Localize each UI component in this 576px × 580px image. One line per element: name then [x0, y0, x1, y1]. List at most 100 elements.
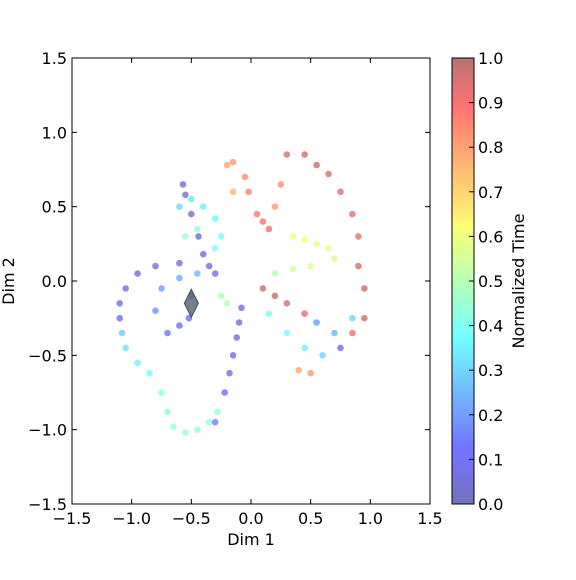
data-point: [211, 215, 219, 222]
x-tick-label: 1.5: [417, 509, 442, 528]
data-point: [164, 329, 171, 337]
y-tick-label: −0.5: [28, 346, 67, 365]
data-point: [331, 329, 338, 337]
data-point: [283, 151, 291, 158]
x-axis-label: Dim 1: [227, 530, 275, 549]
data-point: [176, 274, 183, 282]
data-points: [116, 151, 368, 436]
data-point: [307, 369, 315, 377]
data-point: [325, 245, 332, 252]
data-point: [176, 322, 183, 329]
colorbar-tick-label: 0.0: [478, 495, 503, 514]
colorbar-tick-label: 0.5: [478, 272, 503, 291]
data-point: [211, 418, 219, 426]
data-point: [331, 255, 338, 262]
data-point: [179, 181, 187, 188]
data-point: [355, 233, 362, 240]
data-point: [271, 270, 279, 277]
y-axis: −1.5 −1.0 −0.5 0.0 0.5 1.0 1.5: [28, 49, 430, 514]
data-point: [277, 181, 285, 188]
data-point: [313, 240, 320, 248]
data-point: [229, 352, 237, 359]
data-point: [134, 270, 141, 277]
data-point: [259, 218, 267, 225]
data-point: [194, 426, 201, 434]
data-point: [176, 259, 183, 267]
data-point: [182, 191, 189, 199]
data-point: [182, 429, 189, 436]
y-tick-label: −1.5: [28, 495, 67, 514]
data-point: [265, 310, 273, 318]
data-point: [223, 161, 231, 169]
y-tick-label: 0.0: [42, 272, 67, 291]
data-point: [122, 344, 129, 352]
data-point: [195, 233, 202, 240]
data-point: [214, 408, 221, 416]
data-point: [337, 188, 344, 196]
y-tick-label: −1.0: [28, 421, 67, 440]
colorbar-tick-label: 1.0: [478, 49, 503, 68]
data-point: [233, 334, 240, 341]
colorbar-ticks: 0.0 0.1 0.2 0.3 0.4 0.5 0.6 0.7 0.8 0.9 1.0: [469, 49, 503, 514]
data-point: [211, 270, 219, 277]
y-tick-label: 0.5: [42, 198, 67, 217]
data-point: [217, 292, 225, 300]
colorbar-tick-label: 0.8: [478, 138, 503, 157]
data-point: [116, 300, 123, 307]
data-point: [349, 314, 356, 322]
data-point: [253, 210, 261, 218]
x-tick-label: 0.0: [238, 509, 263, 528]
data-point: [349, 329, 356, 337]
data-point: [289, 265, 297, 273]
data-point: [259, 285, 267, 292]
data-point: [194, 270, 201, 277]
x-tick-label: 1.0: [358, 509, 383, 528]
data-point: [229, 158, 237, 166]
data-point: [301, 236, 309, 243]
data-point: [337, 344, 344, 352]
data-point: [238, 304, 245, 312]
data-point: [170, 423, 177, 431]
y-tick-label: 1.5: [42, 49, 67, 68]
data-point: [200, 203, 207, 210]
data-point: [134, 359, 141, 367]
data-point: [271, 203, 279, 210]
data-point: [361, 314, 368, 322]
colorbar-tick-label: 0.3: [478, 361, 503, 380]
colorbar: [452, 58, 474, 504]
data-point: [221, 389, 228, 396]
data-point: [205, 262, 213, 270]
data-point: [361, 285, 368, 292]
data-point: [152, 262, 159, 270]
data-point: [283, 329, 291, 337]
x-tick-label: −1.0: [112, 509, 151, 528]
data-point: [211, 245, 219, 252]
data-point: [200, 250, 207, 258]
colorbar-tick-label: 0.1: [478, 450, 503, 469]
data-point: [188, 210, 195, 218]
colorbar-tick-label: 0.4: [478, 317, 503, 336]
data-point: [313, 319, 320, 326]
data-point: [265, 225, 273, 233]
colorbar-tick-label: 0.7: [478, 183, 503, 202]
colorbar-tick-label: 0.2: [478, 406, 503, 425]
data-point: [295, 366, 303, 374]
data-point: [307, 262, 315, 270]
data-point: [301, 344, 309, 352]
data-point: [122, 285, 129, 292]
data-point: [325, 170, 332, 178]
data-point: [194, 225, 201, 233]
highlight-markers: [183, 288, 199, 319]
data-point: [283, 300, 291, 307]
data-point: [235, 319, 243, 326]
data-point: [319, 352, 326, 359]
colorbar-label: Normalized Time: [509, 214, 528, 349]
data-point: [158, 285, 165, 292]
colorbar-tick-label: 0.9: [478, 94, 503, 113]
data-point: [226, 369, 233, 377]
data-point: [152, 307, 159, 315]
data-point: [116, 314, 123, 322]
data-point: [146, 369, 153, 377]
